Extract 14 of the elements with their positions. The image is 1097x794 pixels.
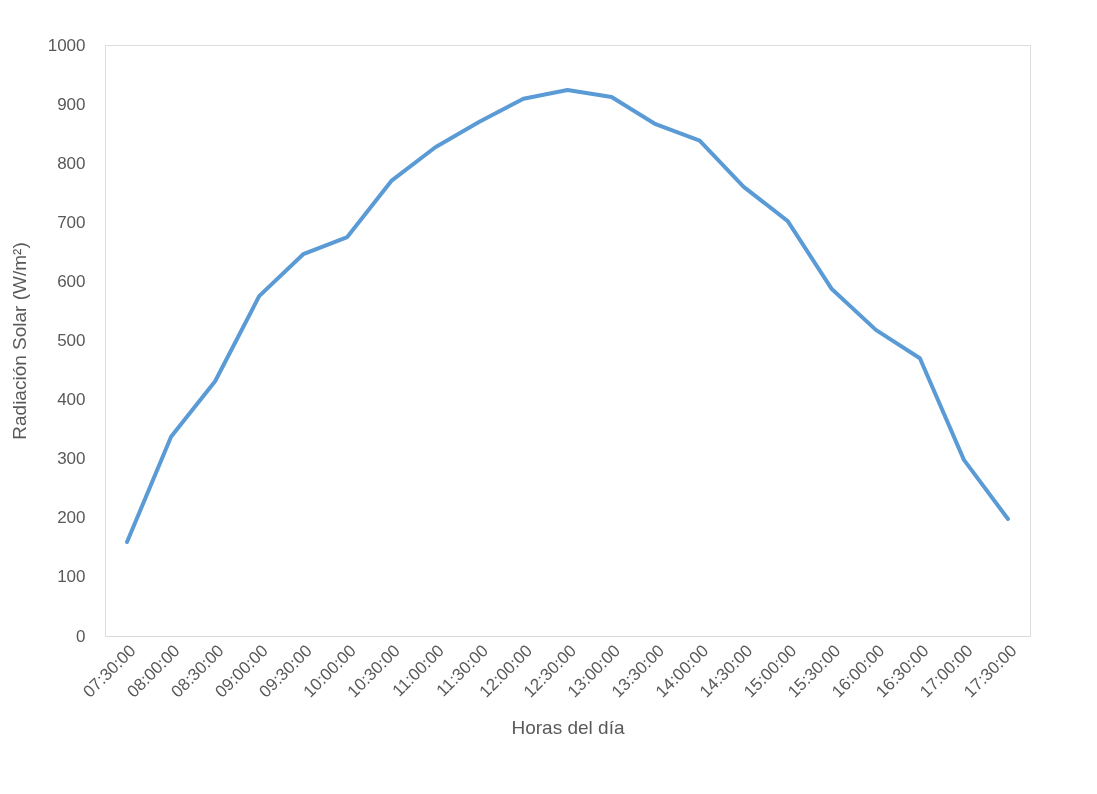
x-axis-title: Horas del día	[511, 716, 625, 738]
y-tick-label: 600	[57, 271, 86, 291]
y-tick-label: 800	[57, 153, 86, 173]
y-tick-label: 500	[57, 331, 86, 350]
line-series	[125, 87, 1010, 545]
y-tick-label: 1000	[47, 35, 86, 55]
y-tick-label: 900	[57, 94, 86, 114]
y-tick-label: 100	[57, 567, 86, 587]
y-tick-label: 300	[57, 449, 86, 469]
y-tick-label: 400	[57, 390, 86, 410]
y-tick-label: 200	[57, 508, 86, 528]
y-tick-label: 700	[57, 212, 86, 232]
y-tick-label: 0	[76, 626, 86, 646]
y-axis-title: Radiación Solar (W/m²)	[8, 242, 30, 440]
